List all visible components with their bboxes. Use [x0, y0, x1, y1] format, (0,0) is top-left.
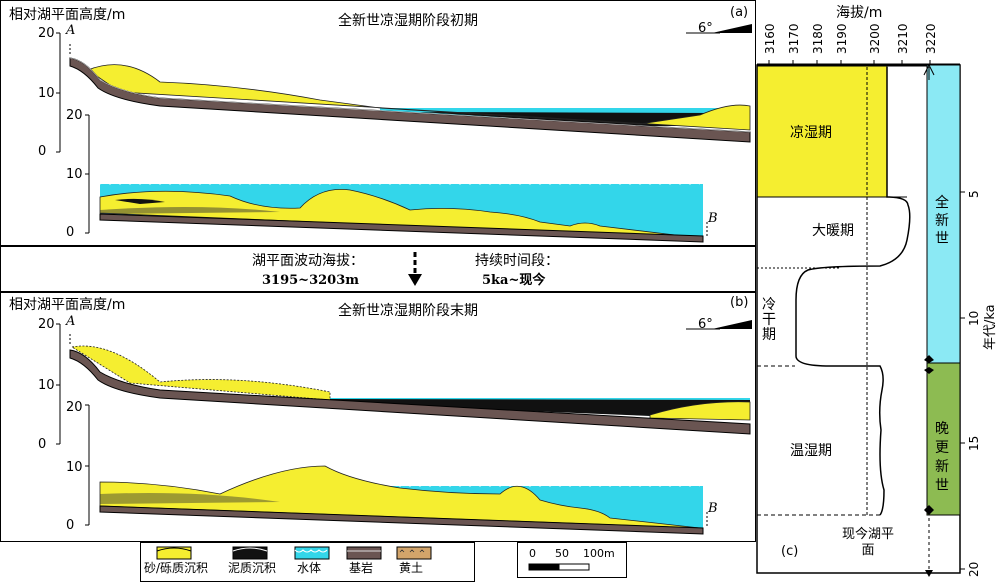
tick-label: 10	[66, 460, 83, 475]
period-label: 大暖期	[812, 223, 854, 239]
current-lake-label: 现今湖平面	[841, 527, 894, 558]
tick-label: 0	[66, 225, 75, 240]
middle-band	[0, 246, 756, 292]
y-tick-label: 10	[967, 310, 981, 326]
panel-b-profile-upper	[56, 320, 752, 526]
water-swatch-icon	[294, 546, 330, 560]
panel-a-profile-upper	[56, 24, 752, 234]
panel-c-ylabel: 年代/ka	[983, 304, 998, 350]
elevation-range-value: 3195~3203m	[262, 273, 360, 288]
period-label: 冷干期	[762, 297, 776, 343]
loess-swatch-icon	[396, 546, 432, 560]
tick-label: 10	[66, 167, 83, 182]
panel-b-profile-lower	[99, 465, 708, 535]
y-tick-label: 20	[967, 561, 981, 577]
down-arrow-icon	[408, 252, 422, 286]
scale-label: 100m	[583, 547, 615, 560]
mud-swatch-icon	[232, 546, 268, 560]
epoch-label: 晚更新世	[935, 421, 949, 494]
tick-label: 20	[38, 26, 55, 41]
scale-label: 50	[555, 547, 569, 560]
panel-c-tag: (c)	[781, 544, 799, 559]
panel-a-ylabel: 相对湖平面高度/m	[9, 7, 126, 23]
panel-c-xlabel: 海拔/m	[836, 5, 883, 21]
legend-label: 黄土	[399, 561, 424, 575]
epoch-label: 全新世	[935, 195, 949, 247]
panel-a-title: 全新世凉湿期阶段初期	[338, 13, 478, 29]
tick-label: 20	[66, 400, 83, 415]
duration-label: 持续时间段：	[475, 253, 559, 269]
tick-label: 0	[66, 518, 75, 533]
tick-label: 0	[38, 144, 47, 159]
panel-b-slope: 6°	[698, 317, 713, 332]
panel-a-slope: 6°	[698, 21, 713, 36]
scale-bar	[528, 563, 590, 571]
sand-swatch-icon	[156, 546, 192, 560]
tick-label: 20	[38, 317, 55, 332]
tick-label: 10	[38, 86, 55, 101]
scale-label: 0	[529, 547, 536, 560]
panel-a-point-b: B	[708, 211, 718, 226]
elevation-range-label: 湖平面波动海拔：	[252, 253, 364, 269]
bedrock-swatch-icon	[346, 546, 382, 560]
panel-b-point-a: A	[66, 314, 76, 329]
tick-label: 10	[38, 378, 55, 393]
legend-label: 水体	[297, 561, 322, 575]
scale-bar-box	[517, 542, 627, 578]
y-tick-label: 15	[967, 435, 981, 451]
panel-a-point-a: A	[66, 23, 76, 38]
legend-label: 泥质沉积	[228, 561, 277, 575]
panel-b-tag: (b)	[730, 295, 749, 310]
panel-a-tag: (a)	[730, 5, 749, 20]
legend-label: 基岩	[349, 561, 374, 575]
period-label: 凉湿期	[790, 125, 832, 141]
legend-label: 砂/砾质沉积	[144, 561, 209, 575]
period-label: 温湿期	[790, 443, 832, 459]
tick-label: 0	[38, 437, 47, 452]
panel-b-ylabel: 相对湖平面高度/m	[9, 297, 126, 313]
duration-value: 5ka~现今	[482, 273, 546, 288]
tick-label: 20	[66, 108, 83, 123]
panel-b-point-b: B	[708, 501, 718, 516]
panel-b-title: 全新世凉湿期阶段末期	[338, 303, 478, 319]
panel-a-profile-lower	[99, 181, 708, 243]
y-tick-label: 5	[967, 190, 981, 198]
